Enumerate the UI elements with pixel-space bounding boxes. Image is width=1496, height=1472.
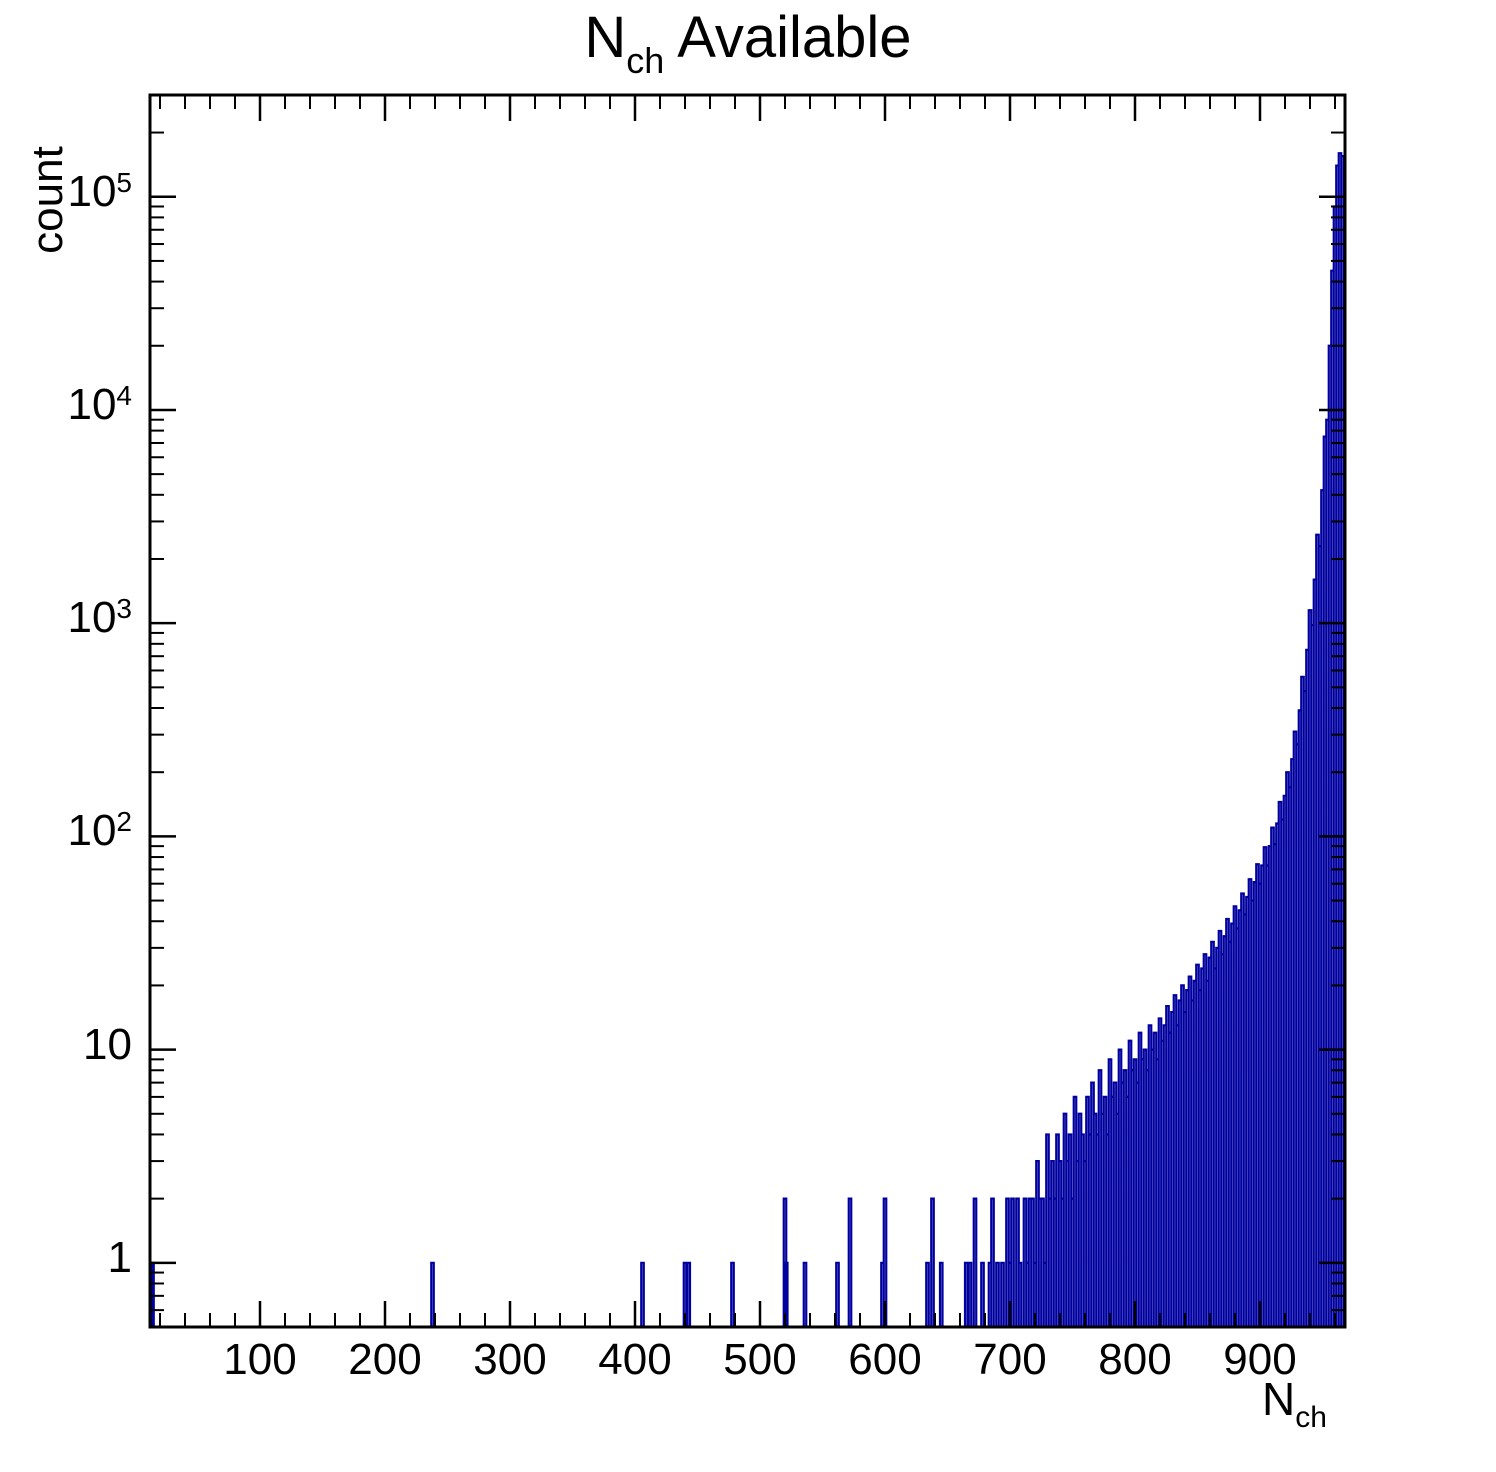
y-tick-label: 10 xyxy=(83,1019,132,1069)
x-tick-label: 800 xyxy=(1098,1335,1172,1384)
title-main-post: Available xyxy=(664,5,912,70)
y-tick-label: 104 xyxy=(67,379,132,429)
x-axis-label-sub: ch xyxy=(1295,1401,1327,1434)
x-axis-label: Nch xyxy=(1262,1372,1327,1435)
chart-title: Nch Available xyxy=(0,4,1496,82)
x-tick-label: 300 xyxy=(473,1335,547,1384)
plot-frame xyxy=(148,93,1347,1329)
x-tick-label: 200 xyxy=(348,1335,422,1384)
y-tick-label: 103 xyxy=(67,593,132,643)
histogram-outline xyxy=(148,152,1345,1329)
title-main-pre: N xyxy=(584,5,627,70)
x-axis-label-pre: N xyxy=(1262,1373,1296,1425)
x-tick-label: 100 xyxy=(223,1335,297,1384)
axis-ticks xyxy=(150,94,1345,1328)
x-tick-label: 600 xyxy=(848,1335,922,1384)
x-tick-label: 400 xyxy=(598,1335,672,1384)
y-tick-label: 102 xyxy=(67,806,132,856)
x-tick-label: 900 xyxy=(1223,1335,1297,1384)
title-main-sub: ch xyxy=(626,40,665,81)
y-tick-label: 1 xyxy=(107,1232,132,1282)
x-tick-label: 500 xyxy=(723,1335,797,1384)
y-tick-label: 105 xyxy=(67,166,132,216)
x-tick-label: 700 xyxy=(973,1335,1047,1384)
